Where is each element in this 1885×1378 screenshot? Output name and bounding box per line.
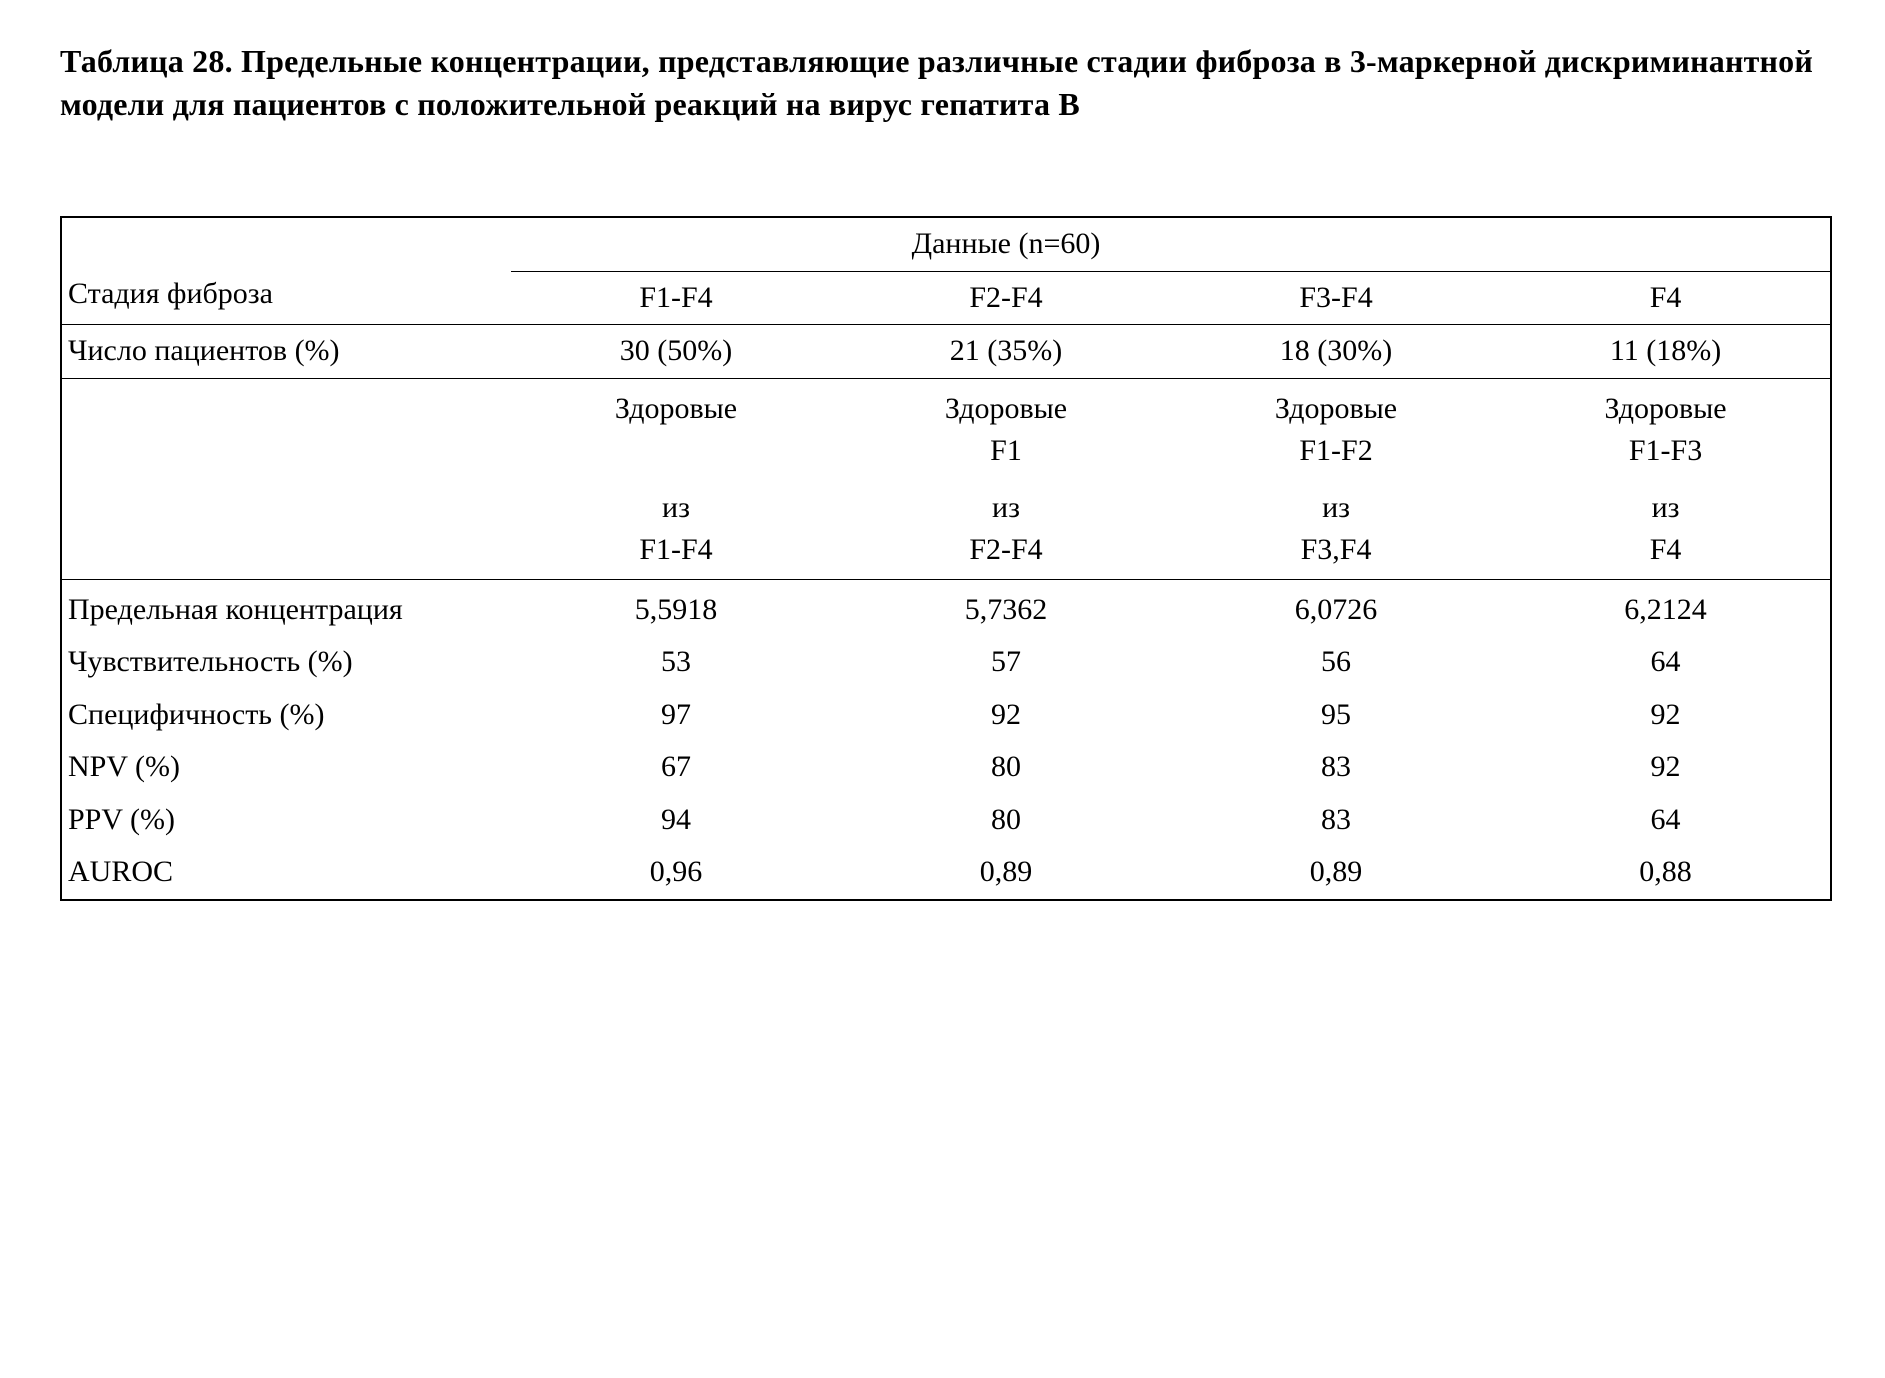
data-cell: 6,2124 [1501, 579, 1831, 636]
row-label: PPV (%) [61, 794, 511, 847]
col-header: F3-F4 [1171, 271, 1501, 325]
data-cell: 0,89 [1171, 846, 1501, 900]
data-cell: 80 [841, 794, 1171, 847]
data-cell: 97 [511, 689, 841, 742]
patients-cell: 18 (30%) [1171, 325, 1501, 379]
col-header: F1-F4 [511, 271, 841, 325]
data-cell: 64 [1501, 636, 1831, 689]
from-sub: F1-F4 [511, 528, 841, 579]
data-cell: 83 [1171, 741, 1501, 794]
data-cell: 94 [511, 794, 841, 847]
data-cell: 5,7362 [841, 579, 1171, 636]
data-header: Данные (n=60) [511, 217, 1501, 271]
from-word: из [1501, 482, 1831, 529]
healthy-sub: F1-F2 [1171, 429, 1501, 482]
data-cell: 53 [511, 636, 841, 689]
row-label: Специфичность (%) [61, 689, 511, 742]
row-label: Предельная концентрация [61, 579, 511, 636]
data-cell: 0,96 [511, 846, 841, 900]
from-sub: F4 [1501, 528, 1831, 579]
table-caption: Таблица 28. Предельные концентрации, пре… [60, 40, 1855, 126]
from-sub: F3,F4 [1171, 528, 1501, 579]
data-cell: 92 [1501, 689, 1831, 742]
data-table: Стадия фиброза Данные (n=60) F1-F4 F2-F4… [60, 216, 1832, 901]
col-header: F2-F4 [841, 271, 1171, 325]
data-cell: 64 [1501, 794, 1831, 847]
data-cell: 92 [841, 689, 1171, 742]
healthy-sub [511, 429, 841, 482]
data-cell: 56 [1171, 636, 1501, 689]
data-header-ext [1501, 217, 1831, 271]
patients-cell: 21 (35%) [841, 325, 1171, 379]
healthy-sub: F1 [841, 429, 1171, 482]
empty-cell [61, 528, 511, 579]
stage-header: Стадия фиброза [61, 217, 511, 325]
from-sub: F2-F4 [841, 528, 1171, 579]
from-word: из [841, 482, 1171, 529]
row-label: NPV (%) [61, 741, 511, 794]
data-cell: 6,0726 [1171, 579, 1501, 636]
data-cell: 80 [841, 741, 1171, 794]
col-header: F4 [1501, 271, 1831, 325]
data-cell: 95 [1171, 689, 1501, 742]
from-word: из [511, 482, 841, 529]
row-label: AUROC [61, 846, 511, 900]
data-cell: 0,89 [841, 846, 1171, 900]
empty-cell [61, 378, 511, 429]
data-cell: 83 [1171, 794, 1501, 847]
healthy-word: Здоровые [511, 378, 841, 429]
data-cell: 57 [841, 636, 1171, 689]
healthy-sub: F1-F3 [1501, 429, 1831, 482]
patients-label: Число пациентов (%) [61, 325, 511, 379]
patients-cell: 11 (18%) [1501, 325, 1831, 379]
data-cell: 0,88 [1501, 846, 1831, 900]
data-cell: 67 [511, 741, 841, 794]
empty-cell [61, 429, 511, 482]
empty-cell [61, 482, 511, 529]
row-label: Чувствительность (%) [61, 636, 511, 689]
healthy-word: Здоровые [1171, 378, 1501, 429]
patients-cell: 30 (50%) [511, 325, 841, 379]
data-cell: 92 [1501, 741, 1831, 794]
healthy-word: Здоровые [841, 378, 1171, 429]
healthy-word: Здоровые [1501, 378, 1831, 429]
from-word: из [1171, 482, 1501, 529]
data-cell: 5,5918 [511, 579, 841, 636]
